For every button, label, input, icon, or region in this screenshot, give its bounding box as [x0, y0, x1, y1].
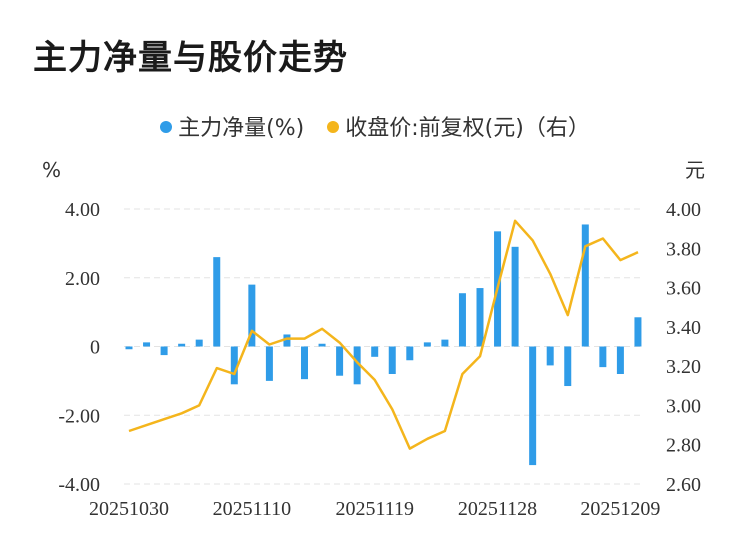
bar[interactable]	[248, 284, 256, 347]
legend-bar-label: 主力净量(%)	[178, 116, 305, 141]
line-series	[128, 219, 639, 450]
bar[interactable]	[143, 342, 151, 347]
bar[interactable]	[195, 339, 203, 347]
x-tick-label: 20251030	[89, 498, 169, 520]
bar[interactable]	[423, 342, 431, 347]
x-tick-label: 20251128	[458, 498, 537, 520]
bar[interactable]	[371, 346, 379, 357]
bar[interactable]	[353, 346, 361, 385]
y-left-unit: %	[42, 158, 61, 182]
gridlines	[124, 208, 642, 485]
legend-bar-swatch	[160, 121, 173, 133]
bar[interactable]	[564, 346, 572, 387]
chart-title: 主力净量与股价走势	[33, 38, 348, 78]
bar[interactable]	[301, 346, 308, 380]
x-tick-label: 20251119	[335, 498, 414, 520]
y-left-tick-label: 4.00	[65, 199, 100, 221]
bar[interactable]	[529, 346, 537, 466]
y-right-tick-label: 3.60	[666, 278, 701, 300]
legend: 主力净量(%) 收盘价:前复权(元)（右）	[0, 110, 750, 142]
bar[interactable]	[125, 346, 133, 350]
bar[interactable]	[265, 346, 273, 381]
y-right-tick-label: 3.40	[666, 317, 701, 339]
x-axis-ticks: 20251030 20251110 20251119 20251128 20251209	[89, 498, 660, 520]
y-right-tick-label: 4.00	[666, 199, 701, 221]
y-left-tick-label: -2.00	[58, 405, 100, 427]
y-right-tick-label: 3.00	[666, 395, 701, 417]
bar[interactable]	[318, 343, 326, 347]
y-right-tick-label: 2.60	[666, 474, 701, 496]
y-left-ticks: 4.00 2.00 0 -2.00 -4.00	[58, 199, 100, 496]
bar-series	[125, 224, 642, 466]
y-right-unit: 元	[685, 158, 705, 182]
x-tick-label: 20251110	[213, 498, 292, 520]
bar[interactable]	[458, 293, 466, 347]
bar[interactable]	[511, 246, 519, 347]
bar[interactable]	[406, 346, 414, 361]
y-right-ticks: 4.00 3.80 3.60 3.40 3.20 3.00 2.80 2.60	[666, 199, 701, 496]
bar[interactable]	[599, 346, 607, 368]
y-left-tick-label: -4.00	[58, 474, 100, 496]
price-line[interactable]	[128, 219, 639, 450]
legend-item-line[interactable]: 收盘价:前复权(元)（右）	[327, 110, 590, 142]
y-right-tick-label: 3.20	[666, 356, 701, 378]
bar[interactable]	[616, 346, 624, 375]
y-right-tick-label: 2.80	[666, 435, 701, 457]
bar[interactable]	[178, 343, 186, 347]
bar[interactable]	[634, 317, 642, 347]
bar[interactable]	[336, 346, 344, 376]
bar[interactable]	[581, 224, 589, 347]
y-right-tick-label: 3.80	[666, 238, 701, 260]
bar[interactable]	[213, 257, 221, 347]
x-tick-label: 20251209	[580, 498, 660, 520]
y-left-tick-label: 0	[90, 337, 100, 359]
legend-line-label: 收盘价:前复权(元)（右）	[345, 116, 590, 141]
bar[interactable]	[283, 334, 291, 347]
bar[interactable]	[230, 346, 238, 385]
bar[interactable]	[546, 346, 554, 366]
bar[interactable]	[388, 346, 396, 375]
bar[interactable]	[476, 288, 484, 347]
legend-line-swatch	[327, 121, 340, 133]
bar[interactable]	[160, 346, 168, 356]
legend-item-bar[interactable]: 主力净量(%)	[160, 110, 304, 142]
bar[interactable]	[441, 339, 449, 347]
y-left-tick-label: 2.00	[65, 268, 100, 290]
